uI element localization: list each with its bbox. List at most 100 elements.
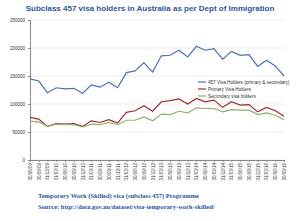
x-tick-label: 31/03/14 [194, 163, 199, 181]
x-tick: 30/09/15 [247, 160, 252, 181]
series-line [30, 108, 284, 127]
x-tick-label: 31/03/16 [264, 163, 269, 181]
x-tick-mark [65, 160, 66, 162]
x-tick-label: 31/12/11 [116, 163, 121, 181]
x-tick: 31/12/09 [45, 160, 50, 181]
y-tick-mark [28, 160, 30, 161]
x-tick-label: 30/06/12 [133, 163, 138, 181]
x-tick-label: 30/06/09 [28, 163, 33, 181]
x-tick-mark [48, 160, 49, 162]
x-tick: 30/06/15 [238, 160, 243, 181]
y-tick: 100000 [10, 102, 30, 107]
x-tick-mark [205, 160, 206, 162]
y-tick: 200000 [10, 46, 30, 51]
x-tick: 30/09/10 [72, 160, 77, 181]
x-tick-mark [118, 160, 119, 162]
x-tick: 30/09/11 [107, 160, 112, 180]
y-axis-line [28, 21, 31, 161]
x-tick-mark [83, 160, 84, 162]
x-tick: 31/03/11 [89, 160, 94, 180]
x-tick-label: 31/12/12 [151, 163, 156, 181]
x-tick: 30/09/09 [37, 160, 42, 181]
x-tick: 30/09/16 [282, 160, 287, 181]
x-tick-mark [170, 160, 171, 162]
x-tick: 30/06/12 [133, 160, 138, 181]
annotation: Temporary Work (Skilled) visa (subclass … [38, 192, 199, 200]
x-tick-mark [30, 160, 31, 162]
x-tick: 30/06/10 [63, 160, 68, 181]
x-tick: 30/09/14 [212, 160, 217, 181]
x-tick-label: 30/06/10 [63, 163, 68, 181]
y-tick-mark [28, 132, 30, 133]
x-tick-label: 30/09/09 [37, 163, 42, 181]
x-tick: 30/09/13 [177, 160, 182, 181]
grid-line [30, 48, 284, 49]
x-tick-mark [91, 160, 92, 162]
x-tick-label: 31/12/09 [45, 163, 50, 181]
x-tick-mark [100, 160, 101, 162]
x-tick-label: 30/09/11 [107, 163, 112, 181]
x-tick-mark [214, 160, 215, 162]
x-tick: 31/03/12 [124, 160, 129, 181]
grid-line [30, 132, 284, 133]
chart: Subclass 457 visa holders in Australia a… [0, 0, 300, 221]
legend: 457 Visa Holders (primary & secondary) Pr… [198, 80, 290, 99]
x-tick-label: 31/12/14 [221, 163, 226, 181]
x-tick: 31/03/14 [194, 160, 199, 181]
x-tick-mark [153, 160, 154, 162]
x-tick-mark [188, 160, 189, 162]
x-tick-mark [284, 160, 285, 162]
x-tick: 31/12/12 [151, 160, 156, 181]
x-tick-mark [258, 160, 259, 162]
y-tick-mark [28, 76, 30, 77]
x-tick-label: 31/12/10 [80, 163, 85, 181]
plot-area [30, 46, 284, 127]
x-tick-label: 30/09/15 [247, 163, 252, 181]
x-axis-line [31, 161, 285, 163]
x-tick: 30/06/16 [273, 160, 278, 181]
legend-swatch [198, 81, 206, 82]
x-tick-mark [240, 160, 241, 162]
x-tick-label: 31/03/15 [229, 163, 234, 181]
x-tick-mark [249, 160, 250, 162]
y-tick: 0 [22, 158, 30, 163]
grid [30, 20, 284, 160]
y-tick-label: 200000 [10, 46, 26, 51]
x-tick-mark [196, 160, 197, 162]
x-tick: 31/03/16 [264, 160, 269, 181]
legend-swatch [198, 88, 206, 89]
x-tick: 31/12/11 [116, 160, 121, 180]
x-tick-label: 31/03/11 [89, 163, 94, 181]
y-tick: 50000 [12, 130, 30, 135]
y-axis: 0 50000 100000 150000 200000 250000 [10, 18, 31, 163]
x-tick-label: 30/06/13 [168, 163, 173, 181]
x-tick-label: 30/06/16 [273, 163, 278, 181]
x-tick: 30/06/14 [203, 160, 208, 181]
x-tick-mark [56, 160, 57, 162]
x-tick-mark [161, 160, 162, 162]
grid-line [30, 76, 284, 77]
x-tick-mark [39, 160, 40, 162]
x-tick-label: 31/12/13 [186, 163, 191, 181]
y-tick-mark [28, 48, 30, 49]
x-tick: 31/12/14 [221, 160, 226, 181]
y-tick: 150000 [10, 74, 30, 79]
annotation: Source: http://data.gov.au/dataset/visa-… [38, 203, 215, 210]
legend-label: Primary Visa Holders [208, 87, 252, 92]
title: Subclass 457 visa holders in Australia a… [26, 4, 275, 13]
y-tick-mark [28, 20, 30, 21]
x-tick-mark [144, 160, 145, 162]
x-tick-mark [266, 160, 267, 162]
y-tick: 250000 [10, 18, 30, 23]
y-tick-mark [28, 104, 30, 105]
x-tick: 31/03/10 [54, 160, 59, 181]
x-tick-label: 30/06/11 [98, 163, 103, 181]
y-tick-label: 50000 [12, 130, 25, 135]
x-tick-label: 30/09/13 [177, 163, 182, 181]
legend-label: 457 Visa Holders (primary & secondary) [208, 80, 290, 85]
x-tick-mark [135, 160, 136, 162]
x-tick-mark [179, 160, 180, 162]
x-tick-label: 30/09/14 [212, 163, 217, 181]
x-tick: 30/06/09 [28, 160, 33, 181]
series-line [30, 98, 284, 126]
